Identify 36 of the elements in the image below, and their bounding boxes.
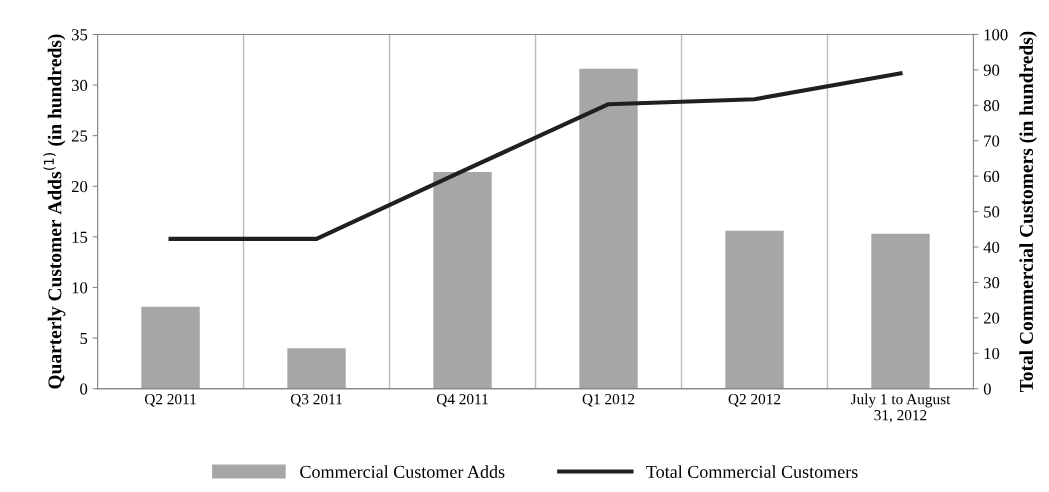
x-tick-label: July 1 to August 31, 2012: [850, 393, 951, 423]
y2-tick-label: 50: [984, 206, 1000, 218]
bar: [287, 348, 346, 389]
y-tick-label: 5: [80, 332, 88, 345]
x-tick-label: Q2 2011: [144, 393, 196, 407]
y2-tick-label: 20: [983, 312, 1000, 324]
y-tick-label: 10: [72, 282, 88, 294]
bar: [433, 172, 492, 389]
x-tick-label: Q2 2012: [728, 393, 781, 407]
bar: [579, 68, 638, 389]
y2-tick-label: 10: [984, 347, 1000, 360]
y-axis-title: Quarterly Customer Adds$^{(1)}$ (in hundreds): [43, 34, 66, 389]
y2-tick-label: 100: [984, 29, 1008, 41]
y-tick-label: 25: [71, 130, 88, 142]
legend-label: Commercial Customer Adds: [300, 465, 505, 478]
y-tick-label: 35: [71, 29, 88, 41]
line-series: [168, 71, 903, 241]
bar: [725, 230, 784, 389]
x-tick-label: Q4 2011: [436, 393, 488, 407]
bar: [871, 233, 930, 389]
y-tick-label: 30: [71, 79, 88, 91]
bar: [141, 306, 200, 389]
x-tick-label: Q1 2012: [582, 393, 635, 407]
legend-label: Total Commercial Customers: [646, 465, 858, 478]
x-tick-label: Q3 2011: [290, 393, 342, 407]
y-tick-label: 15: [72, 231, 88, 243]
y2-tick-label: 90: [983, 64, 1000, 76]
y2-axis-title: Total Commercial Customers (in hundreds): [1019, 31, 1037, 393]
y2-tick-label: 30: [983, 277, 1000, 289]
y-tick-label: 0: [80, 383, 88, 395]
y2-tick-label: 80: [983, 99, 1000, 112]
y2-tick-label: 70: [984, 135, 1000, 147]
y2-tick-label: 0: [983, 383, 991, 395]
y2-tick-label: 40: [983, 241, 1000, 253]
y-tick-label: 20: [71, 180, 88, 193]
y2-tick-label: 60: [983, 170, 1000, 183]
